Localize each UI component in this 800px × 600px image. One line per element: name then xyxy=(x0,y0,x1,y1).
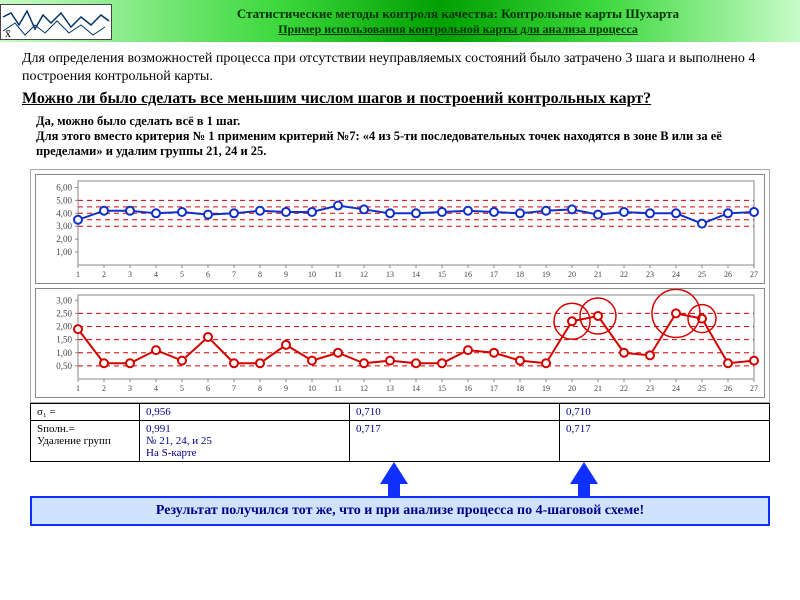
svg-text:3: 3 xyxy=(128,384,132,393)
svg-text:4: 4 xyxy=(154,270,158,279)
svg-text:26: 26 xyxy=(724,384,732,393)
svg-text:8: 8 xyxy=(258,384,262,393)
svg-text:19: 19 xyxy=(542,270,550,279)
svg-text:27: 27 xyxy=(750,270,758,279)
banner-subtitle: Пример использования контрольной карты д… xyxy=(278,22,638,37)
svg-text:17: 17 xyxy=(490,384,498,393)
svg-text:3,00: 3,00 xyxy=(56,295,72,305)
svg-text:19: 19 xyxy=(542,384,550,393)
svg-text:11: 11 xyxy=(334,270,342,279)
svg-text:2,00: 2,00 xyxy=(56,234,72,244)
svg-text:3,00: 3,00 xyxy=(56,221,72,231)
svg-text:3: 3 xyxy=(128,270,132,279)
svg-text:24: 24 xyxy=(672,270,680,279)
svg-text:25: 25 xyxy=(698,270,706,279)
arrows-row xyxy=(0,462,800,496)
svg-text:1: 1 xyxy=(76,384,80,393)
xbar-chart: 1,002,003,004,005,006,001234567891011121… xyxy=(36,175,764,283)
svg-text:27: 27 xyxy=(750,384,758,393)
svg-text:1,50: 1,50 xyxy=(56,335,72,345)
svg-text:11: 11 xyxy=(334,384,342,393)
up-arrow-icon xyxy=(570,462,598,484)
svg-text:5,00: 5,00 xyxy=(56,196,72,206)
svg-text:15: 15 xyxy=(438,270,446,279)
svg-text:6: 6 xyxy=(206,384,210,393)
svg-text:18: 18 xyxy=(516,270,524,279)
svg-text:1: 1 xyxy=(76,270,80,279)
svg-text:9: 9 xyxy=(284,270,288,279)
svg-text:1,00: 1,00 xyxy=(56,348,72,358)
svg-text:23: 23 xyxy=(646,270,654,279)
svg-text:13: 13 xyxy=(386,270,394,279)
svg-text:10: 10 xyxy=(308,270,316,279)
svg-text:x̄: x̄ xyxy=(5,26,11,39)
up-arrow-icon xyxy=(380,462,408,484)
svg-text:5: 5 xyxy=(180,270,184,279)
svg-text:1,00: 1,00 xyxy=(56,247,72,257)
svg-text:2: 2 xyxy=(102,384,106,393)
charts-container: 1,002,003,004,005,006,001234567891011121… xyxy=(30,169,770,403)
svg-text:6,00: 6,00 xyxy=(56,183,72,193)
svg-text:21: 21 xyxy=(594,270,602,279)
results-table: σ₁ =0,9560,7100,710Sполн.= Удаление груп… xyxy=(30,403,770,462)
svg-text:25: 25 xyxy=(698,384,706,393)
svg-text:26: 26 xyxy=(724,270,732,279)
svg-text:15: 15 xyxy=(438,384,446,393)
svg-text:14: 14 xyxy=(412,384,420,393)
answer-text: Да, можно было сделать всё в 1 шаг.Для э… xyxy=(22,114,778,159)
svg-text:2,00: 2,00 xyxy=(56,322,72,332)
svg-text:12: 12 xyxy=(360,384,368,393)
svg-text:2,50: 2,50 xyxy=(56,309,72,319)
svg-text:5: 5 xyxy=(180,384,184,393)
intro-text: Для определения возможностей процесса пр… xyxy=(22,50,778,85)
s-chart: 0,501,001,502,002,503,001234567891011121… xyxy=(36,289,764,397)
svg-text:7: 7 xyxy=(232,270,236,279)
svg-text:12: 12 xyxy=(360,270,368,279)
header-banner: x̄ Статистические методы контроля качест… xyxy=(0,0,800,42)
svg-text:13: 13 xyxy=(386,384,394,393)
svg-text:23: 23 xyxy=(646,384,654,393)
svg-text:20: 20 xyxy=(568,270,576,279)
svg-text:21: 21 xyxy=(594,384,602,393)
svg-text:6: 6 xyxy=(206,270,210,279)
svg-text:16: 16 xyxy=(464,270,472,279)
svg-text:2: 2 xyxy=(102,270,106,279)
svg-text:24: 24 xyxy=(672,384,680,393)
svg-text:22: 22 xyxy=(620,270,628,279)
svg-text:4: 4 xyxy=(154,384,158,393)
question-text: Можно ли было сделать все меньшим числом… xyxy=(22,89,778,108)
svg-text:10: 10 xyxy=(308,384,316,393)
svg-text:20: 20 xyxy=(568,384,576,393)
svg-text:14: 14 xyxy=(412,270,420,279)
svg-text:16: 16 xyxy=(464,384,472,393)
result-box: Результат получился тот же, что и при ан… xyxy=(30,496,770,526)
svg-text:9: 9 xyxy=(284,384,288,393)
svg-text:22: 22 xyxy=(620,384,628,393)
svg-text:7: 7 xyxy=(232,384,236,393)
svg-text:4,00: 4,00 xyxy=(56,208,72,218)
svg-text:0,50: 0,50 xyxy=(56,361,72,371)
svg-text:17: 17 xyxy=(490,270,498,279)
svg-text:8: 8 xyxy=(258,270,262,279)
svg-text:18: 18 xyxy=(516,384,524,393)
logo-chart-icon: x̄ xyxy=(0,4,112,40)
banner-title: Статистические методы контроля качества:… xyxy=(237,6,679,22)
